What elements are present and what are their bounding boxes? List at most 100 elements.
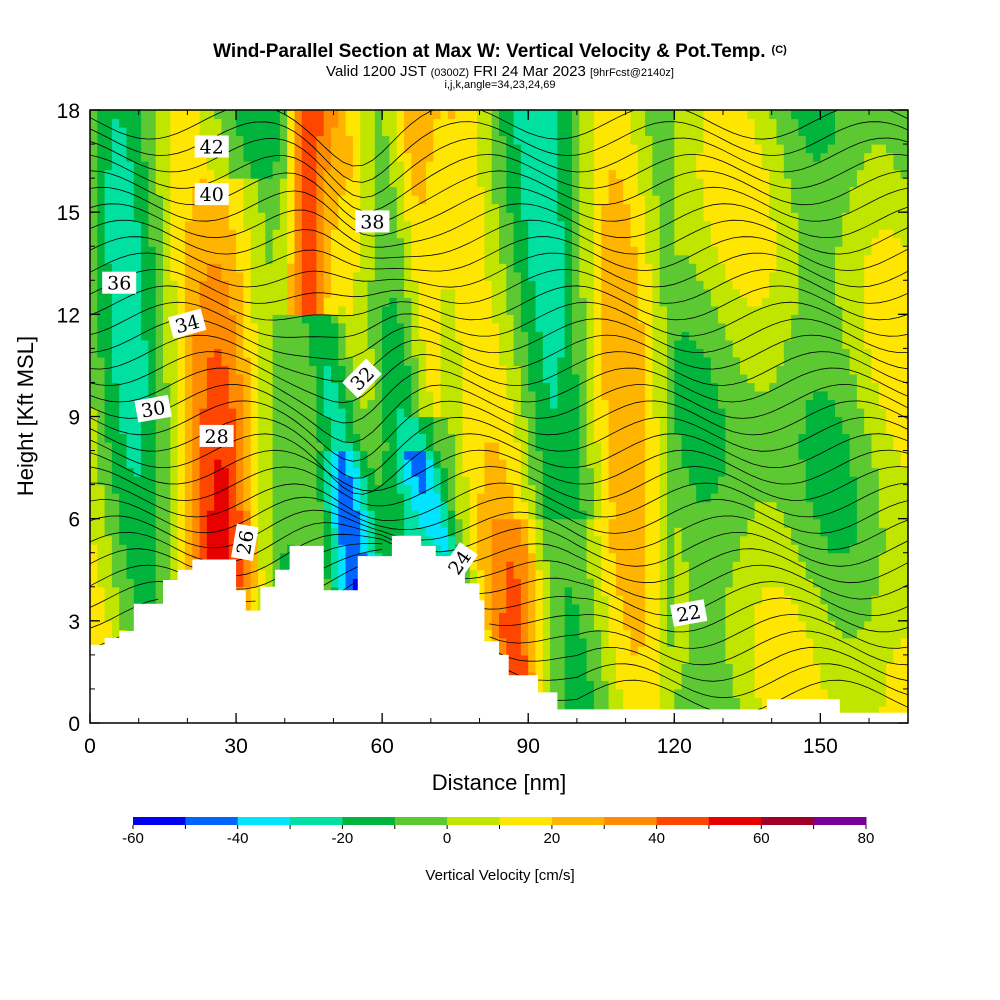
velocity-cell <box>426 518 434 528</box>
velocity-cell <box>250 135 259 145</box>
velocity-cell <box>352 578 361 588</box>
velocity-cell <box>97 603 106 613</box>
velocity-cell <box>287 518 296 528</box>
velocity-cell <box>170 144 179 154</box>
velocity-cell <box>323 322 332 332</box>
velocity-cell <box>133 118 142 128</box>
velocity-cell <box>126 459 135 469</box>
velocity-cell <box>513 578 522 588</box>
velocity-cell <box>243 135 252 145</box>
velocity-cell <box>579 671 588 681</box>
velocity-cell <box>404 305 412 315</box>
velocity-cell <box>331 476 339 486</box>
velocity-cell <box>119 237 128 247</box>
velocity-cell <box>528 569 537 579</box>
velocity-cell <box>462 339 471 349</box>
velocity-cell <box>374 178 383 188</box>
velocity-cell <box>550 263 558 273</box>
velocity-cell <box>133 535 142 545</box>
velocity-cell <box>155 144 164 154</box>
velocity-cell <box>447 110 456 120</box>
velocity-cell <box>550 118 558 128</box>
velocity-cell <box>542 501 551 511</box>
velocity-cell <box>184 527 193 537</box>
velocity-cell <box>499 399 507 409</box>
velocity-cell <box>345 442 354 452</box>
velocity-cell <box>90 297 98 307</box>
velocity-cell <box>345 476 354 486</box>
velocity-cell <box>199 263 208 273</box>
velocity-cell <box>542 135 551 145</box>
velocity-cell <box>119 110 128 120</box>
velocity-cell <box>389 442 398 452</box>
velocity-cell <box>323 110 332 120</box>
velocity-cell <box>184 459 193 469</box>
velocity-cell <box>491 544 500 554</box>
velocity-cell <box>535 152 544 162</box>
velocity-cell <box>316 237 325 247</box>
velocity-cell <box>550 467 558 477</box>
velocity-cell <box>184 476 193 486</box>
velocity-cell <box>90 620 98 630</box>
velocity-cell <box>411 297 420 307</box>
velocity-cell <box>491 144 500 154</box>
velocity-cell <box>97 152 106 162</box>
velocity-cell <box>97 612 106 622</box>
velocity-cell <box>111 144 120 154</box>
velocity-cell <box>411 305 420 315</box>
velocity-cell <box>367 501 376 511</box>
velocity-cell <box>316 144 325 154</box>
velocity-cell <box>520 416 529 426</box>
velocity-cell <box>214 288 223 298</box>
velocity-cell <box>279 118 288 128</box>
velocity-cell <box>155 578 164 588</box>
velocity-cell <box>141 288 149 298</box>
velocity-cell <box>243 578 252 588</box>
velocity-cell <box>542 118 551 128</box>
velocity-cell <box>389 339 398 349</box>
velocity-cell <box>360 271 369 281</box>
velocity-cell <box>374 322 383 332</box>
velocity-cell <box>265 271 274 281</box>
velocity-cell <box>404 493 412 503</box>
velocity-cell <box>184 433 193 443</box>
velocity-cell <box>462 118 471 128</box>
velocity-cell <box>593 552 602 562</box>
velocity-cell <box>513 322 522 332</box>
velocity-cell <box>404 408 412 418</box>
velocity-cell <box>579 654 588 664</box>
velocity-cell <box>389 203 398 213</box>
velocity-cell <box>528 459 537 469</box>
velocity-cell <box>221 518 230 528</box>
velocity-cell <box>214 467 223 477</box>
velocity-cell <box>309 195 317 205</box>
velocity-cell <box>469 178 478 188</box>
velocity-cell <box>148 552 157 562</box>
velocity-cell <box>133 527 142 537</box>
velocity-cell <box>258 391 266 401</box>
velocity-cell <box>163 161 171 171</box>
velocity-cell <box>586 552 595 562</box>
velocity-cell <box>272 425 281 435</box>
velocity-cell <box>90 161 98 171</box>
velocity-cell <box>287 382 296 392</box>
velocity-cell <box>228 467 237 477</box>
velocity-cell <box>228 263 237 273</box>
velocity-cell <box>148 229 157 239</box>
velocity-cell <box>97 484 106 494</box>
velocity-cell <box>90 595 98 605</box>
velocity-cell <box>250 365 259 375</box>
velocity-cell <box>579 561 588 571</box>
velocity-cell <box>133 339 142 349</box>
velocity-cell <box>513 373 522 383</box>
velocity-cell <box>177 161 186 171</box>
velocity-cell <box>360 535 369 545</box>
velocity-cell <box>250 382 259 392</box>
velocity-cell <box>499 314 507 324</box>
velocity-cell <box>352 280 361 290</box>
velocity-cell <box>148 118 157 128</box>
velocity-cell <box>462 271 471 281</box>
velocity-cell <box>331 322 339 332</box>
velocity-cell <box>177 501 186 511</box>
velocity-cell <box>572 118 580 128</box>
